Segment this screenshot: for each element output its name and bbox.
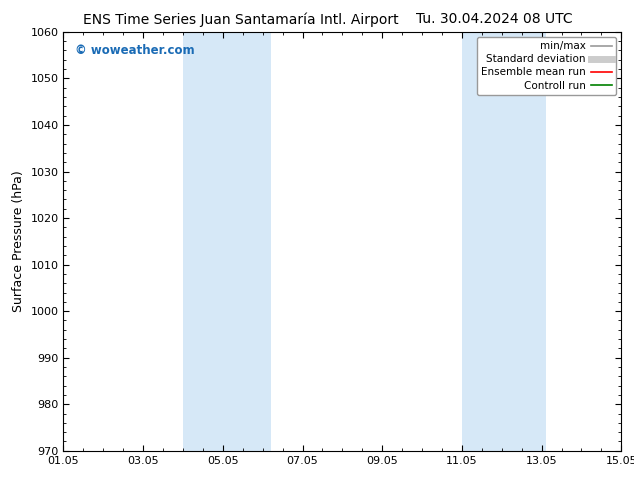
Bar	[462, 32, 546, 451]
Bar	[183, 32, 271, 451]
Text: © woweather.com: © woweather.com	[75, 45, 194, 57]
Y-axis label: Surface Pressure (hPa): Surface Pressure (hPa)	[12, 171, 25, 312]
Text: Tu. 30.04.2024 08 UTC: Tu. 30.04.2024 08 UTC	[416, 12, 573, 26]
Legend: min/max, Standard deviation, Ensemble mean run, Controll run: min/max, Standard deviation, Ensemble me…	[477, 37, 616, 95]
Text: ENS Time Series Juan Santamaría Intl. Airport: ENS Time Series Juan Santamaría Intl. Ai…	[83, 12, 399, 27]
